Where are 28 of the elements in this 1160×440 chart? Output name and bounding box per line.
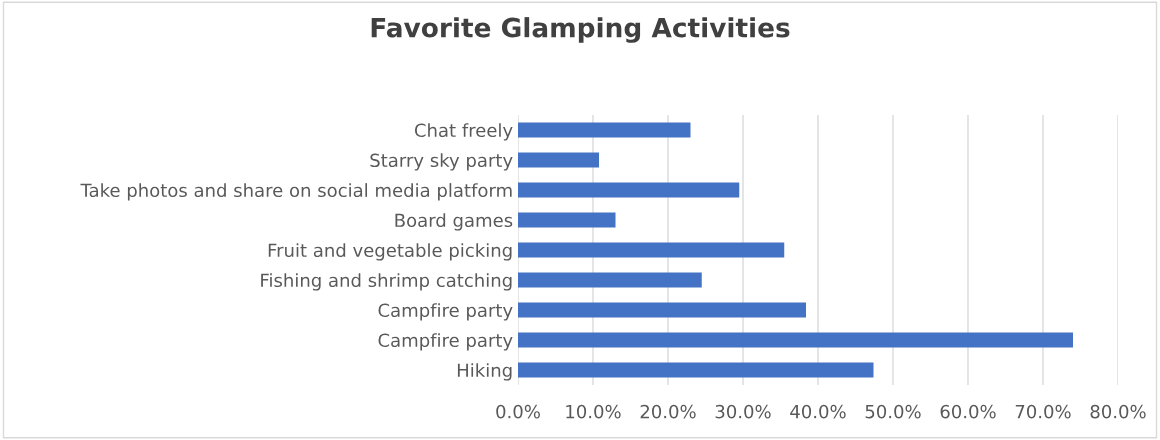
bar [518, 332, 1073, 348]
bar [518, 272, 702, 288]
bar [518, 122, 691, 138]
bar [518, 302, 806, 318]
x-tick-label: 0.0% [496, 404, 540, 419]
x-tick-label: 40.0% [790, 404, 846, 419]
x-tick-label: 30.0% [715, 404, 771, 419]
x-tick-label: 10.0% [566, 404, 621, 419]
y-tick-label: Campfire party [378, 333, 513, 351]
x-tick-label: 50.0% [865, 404, 921, 419]
x-tick-label: 60.0% [940, 404, 996, 419]
x-tick-label: 70.0% [1015, 404, 1071, 419]
bar [518, 182, 740, 198]
y-tick-label: Take photos and share on social media platform [80, 183, 512, 201]
y-tick-label: Campfire party [378, 303, 513, 321]
y-tick-label: Fishing and shrimp catching [261, 273, 512, 291]
bar [518, 212, 616, 228]
y-tick-label: Fruit and vegetable picking [268, 243, 512, 261]
y-tick-label: Starry sky party [370, 153, 513, 171]
x-tick-label: 80.0% [1090, 404, 1146, 419]
y-tick-label: Hiking [457, 363, 512, 381]
y-tick-label: Chat freely [414, 123, 513, 141]
bar [518, 362, 874, 378]
x-tick-label: 20.0% [640, 404, 696, 419]
bar [518, 242, 785, 258]
y-tick-label: Board games [395, 213, 513, 231]
bar [518, 152, 599, 168]
chart-title: Favorite Glamping Activities [371, 17, 790, 43]
